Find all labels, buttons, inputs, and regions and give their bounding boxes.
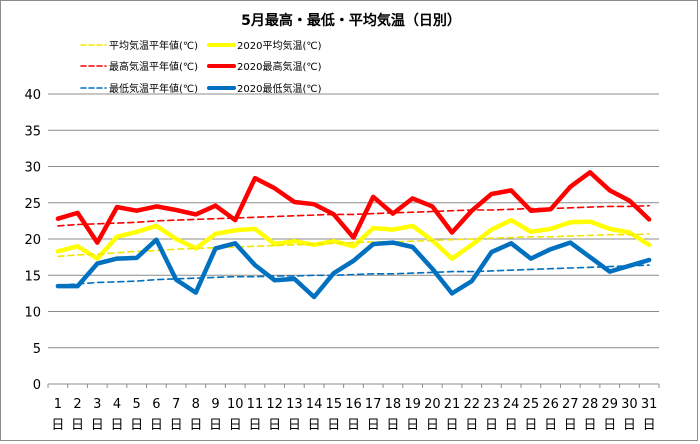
x-tick-unit-13: 日 xyxy=(288,418,301,433)
x-tick-label-3: 3 xyxy=(93,397,101,412)
x-tick-label-21: 21 xyxy=(444,397,461,412)
y-tick-label-15: 15 xyxy=(24,269,41,284)
x-tick-label-25: 25 xyxy=(523,397,540,412)
x-tick-label-17: 17 xyxy=(365,397,382,412)
x-tick-label-24: 24 xyxy=(503,397,520,412)
x-tick-unit-1: 日 xyxy=(51,418,64,433)
y-tick-label-40: 40 xyxy=(24,88,41,103)
x-tick-unit-11: 日 xyxy=(248,418,261,433)
x-tick-label-20: 20 xyxy=(424,397,441,412)
x-tick-unit-7: 日 xyxy=(170,418,183,433)
x-tick-label-31: 31 xyxy=(641,397,658,412)
x-tick-unit-15: 日 xyxy=(327,418,340,433)
x-tick-unit-24: 日 xyxy=(505,418,518,433)
x-tick-unit-5: 日 xyxy=(130,418,143,433)
x-tick-label-15: 15 xyxy=(326,397,343,412)
x-tick-unit-16: 日 xyxy=(347,418,360,433)
series-line-2 xyxy=(57,204,650,227)
x-tick-label-14: 14 xyxy=(306,397,323,412)
y-tick-label-5: 5 xyxy=(33,342,41,357)
x-tick-unit-26: 日 xyxy=(544,418,557,433)
legend-label-1: 2020平均気温(℃) xyxy=(237,39,322,52)
legend-label-2: 最高気温平年値(℃) xyxy=(109,60,198,73)
x-tick-unit-25: 日 xyxy=(524,418,537,433)
x-tick-label-2: 2 xyxy=(73,397,81,412)
x-tick-label-6: 6 xyxy=(152,397,160,412)
legend-label-0: 平均気温平年値(℃) xyxy=(109,39,198,52)
x-tick-label-10: 10 xyxy=(227,397,244,412)
y-tick-label-30: 30 xyxy=(24,161,41,176)
x-tick-unit-17: 日 xyxy=(367,418,380,433)
x-tick-unit-22: 日 xyxy=(465,418,478,433)
x-tick-unit-2: 日 xyxy=(71,418,84,433)
legend-label-3: 2020最高気温(℃) xyxy=(237,60,322,73)
x-tick-label-22: 22 xyxy=(463,397,480,412)
x-tick-label-13: 13 xyxy=(286,397,303,412)
x-tick-label-1: 1 xyxy=(54,397,62,412)
x-tick-unit-8: 日 xyxy=(189,418,202,433)
chart-title: 5月最高・最低・平均気温（日別） xyxy=(241,12,461,29)
x-tick-unit-29: 日 xyxy=(603,418,616,433)
x-tick-label-4: 4 xyxy=(113,397,121,412)
series-lines xyxy=(55,170,652,300)
x-tick-unit-4: 日 xyxy=(110,418,123,433)
x-tick-label-11: 11 xyxy=(247,397,264,412)
legend: 平均気温平年値(℃) 2020平均気温(℃) 最高気温平年値(℃) 2020最高気温(… xyxy=(80,39,322,95)
x-tick-unit-27: 日 xyxy=(564,418,577,433)
y-tick-label-10: 10 xyxy=(24,306,41,321)
legend-label-5: 2020最低気温(℃) xyxy=(237,82,322,95)
series-line-5 xyxy=(55,237,652,300)
x-tick-label-12: 12 xyxy=(266,397,283,412)
x-tick-unit-12: 日 xyxy=(268,418,281,433)
y-tick-label-25: 25 xyxy=(24,197,41,212)
x-tick-unit-14: 日 xyxy=(308,418,321,433)
series-line-4 xyxy=(57,264,650,287)
x-tick-unit-6: 日 xyxy=(150,418,163,433)
y-tick-label-35: 35 xyxy=(24,124,41,139)
y-tick-label-0: 0 xyxy=(33,378,41,393)
legend-label-4: 最低気温平年値(℃) xyxy=(109,82,198,95)
x-tick-unit-28: 日 xyxy=(584,418,597,433)
x-tick-unit-23: 日 xyxy=(485,418,498,433)
x-tick-label-23: 23 xyxy=(483,397,500,412)
x-tick-label-7: 7 xyxy=(172,397,180,412)
x-tick-unit-10: 日 xyxy=(229,418,242,433)
x-tick-label-16: 16 xyxy=(345,397,362,412)
x-tick-label-28: 28 xyxy=(582,397,599,412)
x-tick-unit-31: 日 xyxy=(643,418,656,433)
x-tick-unit-18: 日 xyxy=(386,418,399,433)
x-tick-label-19: 19 xyxy=(404,397,421,412)
x-tick-label-30: 30 xyxy=(621,397,638,412)
x-tick-unit-9: 日 xyxy=(209,418,222,433)
series-line-1 xyxy=(55,217,652,261)
x-tick-unit-20: 日 xyxy=(426,418,439,433)
axes: 05101520253035401日2日3日4日5日6日7日8日9日10日11日… xyxy=(24,88,660,433)
x-tick-unit-3: 日 xyxy=(91,418,104,433)
x-tick-unit-21: 日 xyxy=(446,418,459,433)
series-line-0 xyxy=(57,233,650,258)
x-tick-label-29: 29 xyxy=(601,397,618,412)
x-tick-label-9: 9 xyxy=(211,397,219,412)
x-tick-label-18: 18 xyxy=(385,397,402,412)
x-tick-unit-30: 日 xyxy=(623,418,636,433)
gridlines xyxy=(48,93,659,349)
y-tick-label-20: 20 xyxy=(24,233,41,248)
x-tick-label-8: 8 xyxy=(192,397,200,412)
x-tick-label-5: 5 xyxy=(133,397,141,412)
x-tick-label-26: 26 xyxy=(542,397,559,412)
x-tick-label-27: 27 xyxy=(562,397,579,412)
x-tick-unit-19: 日 xyxy=(406,418,419,433)
